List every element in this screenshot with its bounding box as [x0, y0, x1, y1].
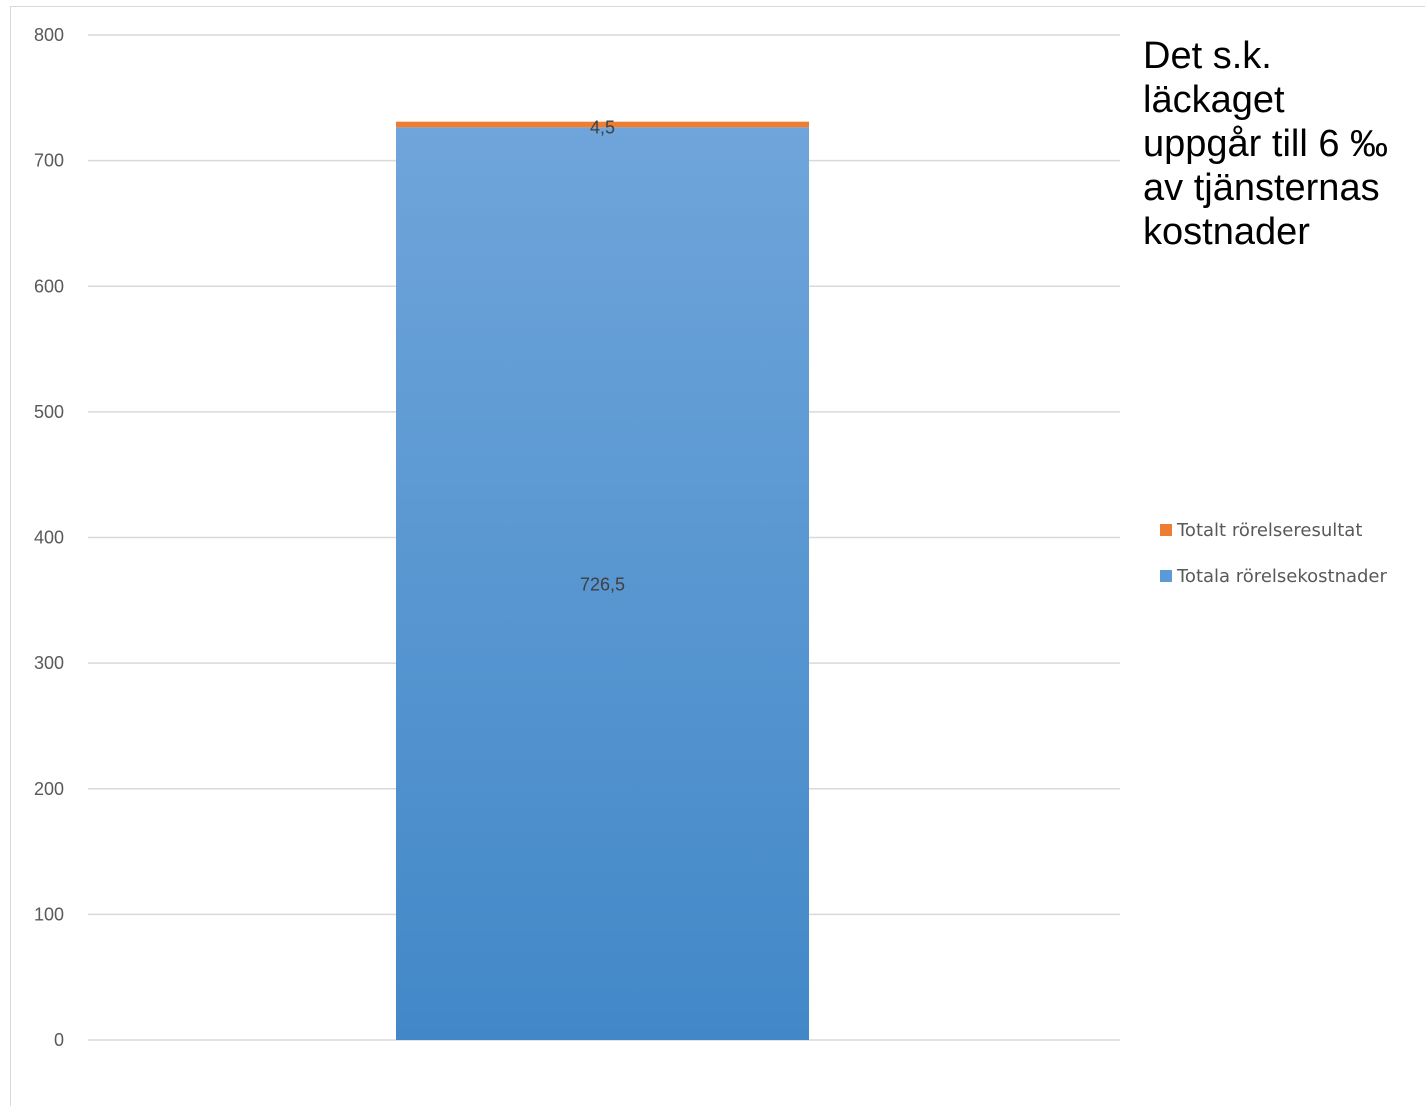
y-tick-label: 600	[34, 276, 64, 296]
legend-item-totalt-rorelseresultat: Totalt rörelseresultat	[1160, 518, 1387, 542]
data-label-totalt-rorelseresultat: 4,5	[590, 118, 615, 138]
annotation-text: Det s.k. läckaget uppgår till 6 ‰ av tjä…	[1143, 35, 1389, 253]
bar-totalt-rorelseresultat	[396, 121, 809, 128]
y-tick-label: 400	[34, 528, 64, 548]
chart-legend: Totalt rörelseresultat Totala rörelsekos…	[1160, 518, 1387, 610]
bar-totala-rorelsekostnader	[396, 127, 809, 1041]
legend-label: Totalt rörelseresultat	[1177, 519, 1363, 541]
bars	[396, 121, 809, 1041]
y-tick-label: 0	[54, 1030, 64, 1050]
data-labels: 726,5 4,5	[580, 118, 625, 595]
legend-swatch-blue	[1160, 570, 1172, 582]
y-tick-label: 700	[34, 151, 64, 171]
data-label-totala-rorelsekostnader: 726,5	[580, 575, 625, 595]
y-tick-label: 500	[34, 402, 64, 422]
legend-item-totala-rorelsekostnader: Totala rörelsekostnader	[1160, 564, 1387, 588]
y-tick-label: 100	[34, 904, 64, 924]
legend-swatch-orange	[1160, 524, 1172, 536]
legend-label: Totala rörelsekostnader	[1177, 565, 1387, 587]
chart-frame	[10, 6, 1425, 1106]
y-tick-label: 200	[34, 779, 64, 799]
y-tick-label: 300	[34, 653, 64, 673]
y-tick-label: 800	[34, 25, 64, 45]
y-axis-ticks: 0 100 200 300 400 500 600 700 800	[34, 25, 64, 1050]
